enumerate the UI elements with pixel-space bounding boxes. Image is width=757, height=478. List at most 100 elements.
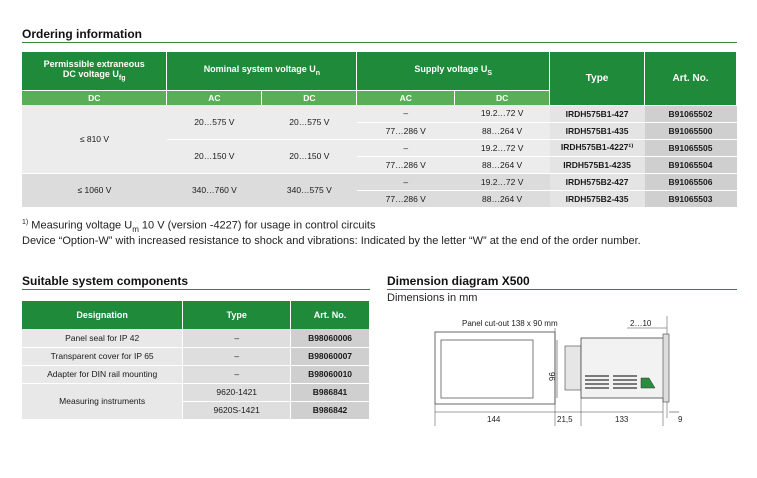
- dim-133: 133: [615, 415, 629, 424]
- art-cell: B986842: [290, 401, 370, 420]
- col-extraneous-sub: fg: [118, 75, 126, 83]
- col-supply-sub: S: [487, 70, 493, 78]
- col-nominal-header: Nominal system voltage Un: [166, 52, 358, 91]
- type-cell: –: [182, 365, 292, 384]
- table-row: Adapter for DIN rail mounting – B9806001…: [22, 365, 370, 384]
- sub-ac2: AC: [356, 90, 456, 105]
- col-art-header: Art. No.: [644, 52, 737, 106]
- art-header: Art. No.: [290, 301, 370, 329]
- clip-icon: [640, 377, 656, 389]
- col-extraneous-line2: DC voltage Ufg: [22, 69, 166, 82]
- type-cell: IRDH575B2-427: [549, 173, 645, 191]
- table-row: 77…286 V 88…264 V IRDH575B2-435 B9106550…: [22, 190, 737, 208]
- dim-2-10: 2…10: [630, 319, 652, 328]
- nom-dc: 20…150 V: [261, 139, 357, 174]
- sub-dc1: DC: [22, 90, 168, 105]
- sup-dc: 19.2…72 V: [454, 173, 550, 191]
- ordering-table: Permissible extraneous DC voltage Ufg No…: [22, 52, 737, 208]
- sup-ac: 77…286 V: [356, 156, 455, 174]
- group-dc-810: ≤ 810 V: [22, 105, 167, 174]
- vent-slots: [585, 375, 637, 389]
- type-cell: –: [182, 347, 292, 366]
- dim-144: 144: [487, 415, 501, 424]
- group-dc-1060: ≤ 1060 V: [22, 173, 167, 208]
- sup-dc: 19.2…72 V: [454, 105, 550, 123]
- designation-cell: Adapter for DIN rail mounting: [22, 365, 184, 384]
- col-supply-header: Supply voltage US: [356, 52, 551, 91]
- table-row: ≤ 1060 V 340…760 V 340…575 V – 19.2…72 V…: [22, 173, 737, 208]
- col-nominal-sub: n: [315, 70, 321, 78]
- footnote-text-a: Measuring voltage U: [28, 219, 133, 232]
- footnote-mark: 1): [22, 219, 29, 226]
- art-cell: B91065506: [644, 173, 737, 191]
- art-cell: B98060006: [290, 329, 370, 348]
- components-rule: [22, 289, 370, 290]
- components-table: Designation Type Art. No. Panel seal for…: [22, 301, 370, 420]
- device-body: [580, 337, 666, 399]
- art-cell: B91065504: [644, 156, 737, 174]
- dimension-subtitle: Dimensions in mm: [387, 292, 478, 304]
- dimension-title: Dimension diagram X500: [387, 274, 530, 288]
- type-header: Type: [182, 301, 292, 329]
- table-row: Panel seal for IP 42 – B98060006: [22, 329, 370, 348]
- sup-ac: –: [356, 139, 455, 157]
- type-cell: IRDH575B2-435: [549, 190, 645, 208]
- table-row: 77…286 V 88…264 V IRDH575B1-4235 B910655…: [22, 156, 737, 174]
- art-cell: B98060010: [290, 365, 370, 384]
- dimension-rule: [387, 289, 737, 290]
- table-row: 77…286 V 88…264 V IRDH575B1-435 B9106550…: [22, 122, 737, 140]
- col-type-header: Type: [549, 52, 646, 106]
- table-row: Measuring instruments 9620-1421 B986841: [22, 383, 370, 420]
- sub-ac1: AC: [166, 90, 263, 105]
- components-title: Suitable system components: [22, 274, 189, 288]
- sup-dc: 88…264 V: [454, 156, 550, 174]
- sup-dc: 88…264 V: [454, 122, 550, 140]
- footnote-1: 1) Measuring voltage Um 10 V (version -4…: [22, 219, 375, 234]
- sup-ac: –: [356, 105, 455, 123]
- sup-dc: 88…264 V: [454, 190, 550, 208]
- sup-ac: 77…286 V: [356, 122, 455, 140]
- nom-ac: 20…150 V: [166, 139, 262, 174]
- nom-dc: 20…575 V: [261, 105, 357, 140]
- col-extraneous-header: Permissible extraneous DC voltage Ufg: [22, 52, 168, 91]
- connector-block: [564, 345, 582, 391]
- col-nominal-text: Nominal system voltage U: [203, 64, 316, 75]
- dim-21-5: 21,5: [557, 415, 573, 424]
- col-extraneous-line1: Permissible extraneous: [43, 59, 145, 70]
- art-cell: B98060007: [290, 347, 370, 366]
- art-cell: B91065500: [644, 122, 737, 140]
- type-cell: IRDH575B1-4235: [549, 156, 645, 174]
- art-cell: B986841: [290, 383, 370, 402]
- panel-wall: [662, 333, 670, 403]
- type-cell: 9620-1421: [182, 383, 292, 402]
- type-cell: IRDH575B1-435: [549, 122, 645, 140]
- designation-cell: Measuring instruments: [22, 383, 184, 420]
- dim-9: 9: [678, 415, 683, 424]
- display-window: [440, 339, 534, 399]
- footnote-2: Device “Option-W” with increased resista…: [22, 235, 641, 247]
- sup-ac: –: [356, 173, 455, 191]
- type-cell: –: [182, 329, 292, 348]
- table-row: ≤ 810 V 20…575 V 20…575 V – 19.2…72 V IR…: [22, 105, 737, 174]
- footnote-text-b: 10 V (version -4227) for usage in contro…: [138, 219, 376, 232]
- art-cell: B91065502: [644, 105, 737, 123]
- col-supply-text: Supply voltage U: [414, 64, 488, 75]
- sup-dc: 19.2…72 V: [454, 139, 550, 157]
- table-row: 20…150 V 20…150 V – 19.2…72 V IRDH575B1-…: [22, 139, 737, 174]
- type-cell: IRDH575B1-4227¹⁾: [549, 139, 645, 157]
- sup-ac: 77…286 V: [356, 190, 455, 208]
- footnote-sub: m: [132, 224, 139, 234]
- nom-ac: 20…575 V: [166, 105, 262, 140]
- ordering-title: Ordering information: [22, 27, 142, 41]
- designation-cell: Panel seal for IP 42: [22, 329, 184, 348]
- ordering-rule: [22, 42, 737, 43]
- table-row: 9620S-1421 B986842: [22, 401, 370, 420]
- col-extraneous-line2-text: DC voltage U: [62, 69, 119, 80]
- dim-96: 96: [547, 372, 556, 381]
- art-cell: B91065505: [644, 139, 737, 157]
- table-row: Transparent cover for IP 65 – B98060007: [22, 347, 370, 366]
- designation-cell: Transparent cover for IP 65: [22, 347, 184, 366]
- nom-dc: 340…575 V: [261, 173, 357, 208]
- dimension-drawing: Panel cut-out 138 x 90 mm 2…10 96 144 21…: [434, 316, 683, 426]
- sub-dc3: DC: [454, 90, 551, 105]
